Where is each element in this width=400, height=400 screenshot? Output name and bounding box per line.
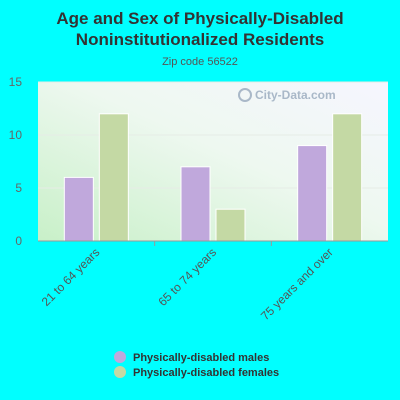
legend-label-males: Physically-disabled males bbox=[133, 352, 269, 364]
y-tick-label-0: 0 bbox=[15, 234, 22, 248]
watermark-logo-icon bbox=[238, 88, 252, 102]
bar-males-2 bbox=[297, 145, 328, 242]
legend-label-females: Physically-disabled females bbox=[133, 367, 279, 379]
chart-title-line-1: Age and Sex of Physically-Disabled bbox=[56, 9, 343, 28]
legend: Physically-disabled males Physically-dis… bbox=[114, 351, 279, 379]
legend-swatch-females bbox=[114, 366, 126, 378]
y-tick-label-15: 15 bbox=[9, 75, 23, 89]
bar-females-0 bbox=[98, 113, 129, 242]
y-tick-label-5: 5 bbox=[15, 181, 22, 195]
bar-females-2 bbox=[332, 113, 363, 242]
plot-area bbox=[38, 82, 388, 241]
x-category-label-2: 75 years and over bbox=[258, 245, 336, 323]
gridlines bbox=[38, 81, 388, 189]
chart-title-line-2: Noninstitutionalized Residents bbox=[76, 30, 324, 49]
legend-swatch-males bbox=[114, 351, 126, 363]
watermark-text: City-Data.com bbox=[255, 88, 336, 102]
x-category-label-1: 65 to 74 years bbox=[155, 245, 219, 309]
watermark: City-Data.com bbox=[238, 88, 336, 102]
chart-subtitle: Zip code 56522 bbox=[162, 56, 238, 68]
x-category-label-0: 21 to 64 years bbox=[39, 245, 103, 309]
bar-males-0 bbox=[63, 176, 94, 242]
bar-males-1 bbox=[180, 166, 211, 242]
y-tick-label-10: 10 bbox=[9, 128, 23, 142]
bar-females-1 bbox=[215, 208, 246, 242]
bars bbox=[63, 113, 363, 242]
